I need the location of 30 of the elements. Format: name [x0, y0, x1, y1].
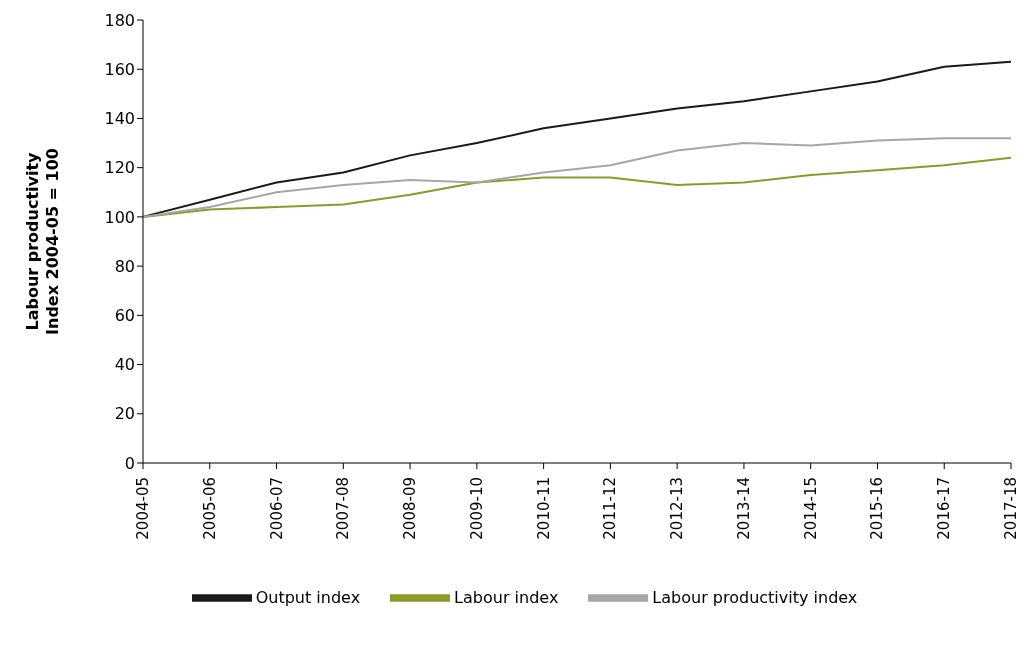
- y-tick-label: 60: [114, 306, 135, 326]
- x-tick-label: 2006-07: [267, 477, 286, 540]
- legend-label: Labour index: [454, 587, 559, 607]
- x-tick-label: 2015-16: [868, 477, 887, 540]
- y-tick-label: 20: [114, 404, 135, 424]
- y-tick-label: 120: [104, 158, 135, 178]
- y-tick-label: 40: [114, 355, 135, 375]
- y-tick-label: 180: [104, 10, 135, 30]
- legend-label: Output index: [255, 587, 361, 607]
- y-tick-label: 160: [104, 59, 135, 79]
- y-tick-label: 100: [104, 207, 135, 227]
- x-tick-label: 2017-18: [1002, 477, 1020, 540]
- line-series: [142, 137, 1012, 218]
- y-tick-label: 80: [114, 256, 135, 276]
- line-series: [142, 60, 1012, 218]
- y-axis-title: Labour productivity Index 2004-05 = 100: [23, 148, 62, 335]
- x-tick-label: 2008-09: [401, 477, 420, 540]
- x-tick-label: 2016-17: [935, 477, 954, 540]
- x-tick-label: 2012-13: [668, 477, 687, 540]
- x-tick-label: 2007-08: [334, 477, 353, 540]
- y-tick-label: 140: [104, 109, 135, 129]
- y-tick-label: 0: [124, 453, 135, 473]
- x-tick-label: 2009-10: [467, 477, 486, 540]
- legend-label: Labour productivity index: [652, 587, 858, 607]
- x-tick-label: 2014-15: [801, 477, 820, 540]
- x-tick-label: 2005-06: [200, 477, 219, 540]
- x-tick-label: 2004-05: [134, 477, 152, 540]
- x-tick-label: 2011-12: [601, 477, 620, 540]
- x-tick-label: 2013-14: [734, 477, 753, 540]
- x-tick-label: 2010-11: [534, 477, 553, 540]
